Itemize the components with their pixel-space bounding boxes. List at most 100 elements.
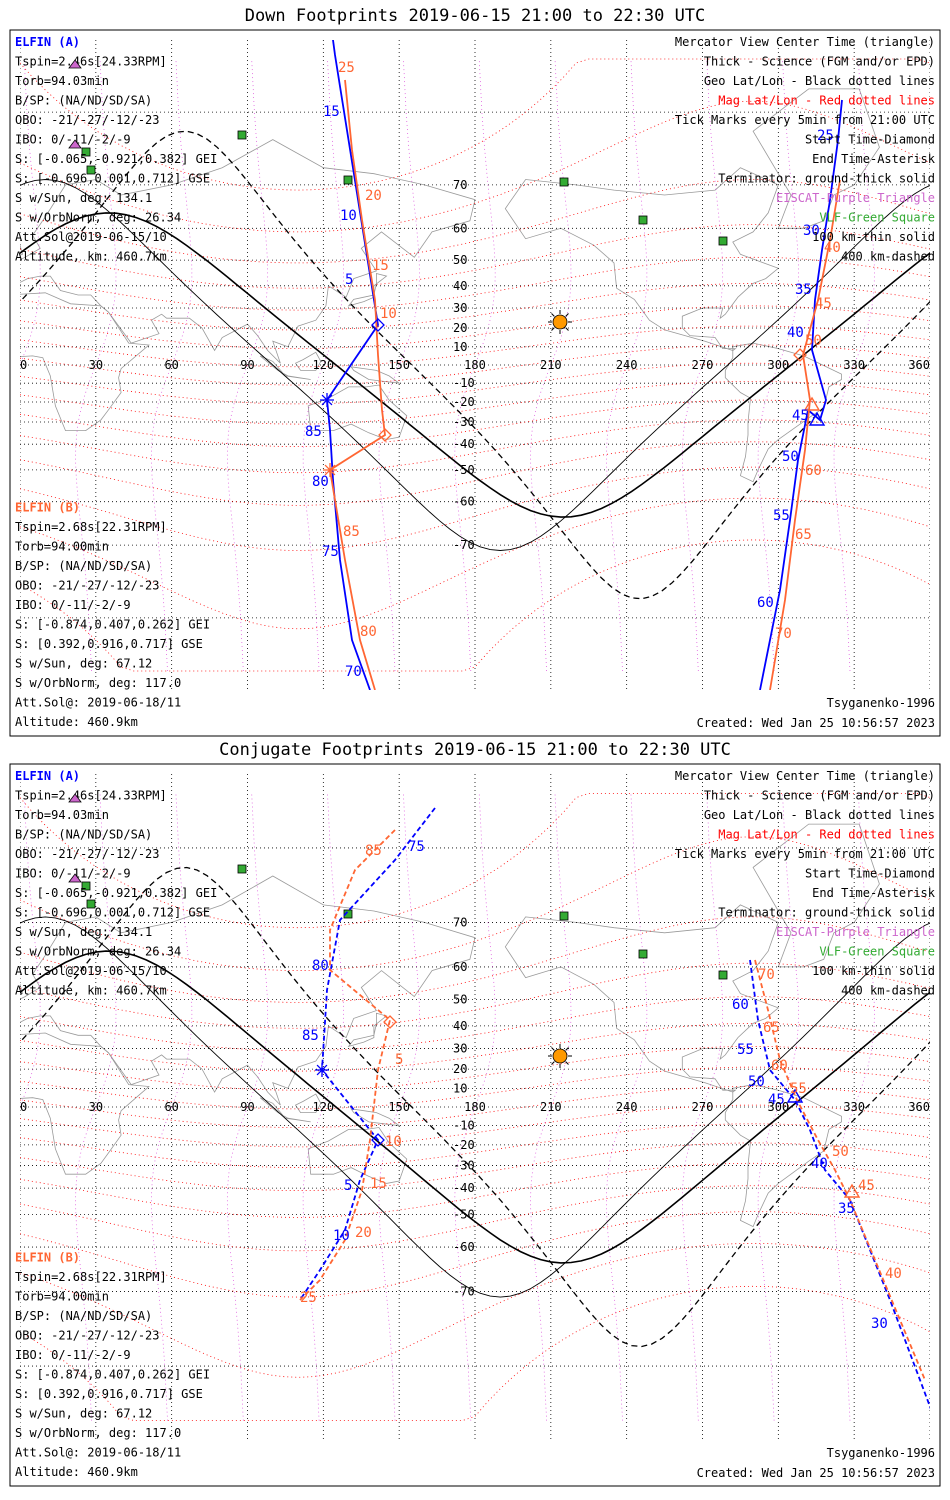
continent-outline [347, 1012, 388, 1048]
legend-line: Terminator: ground-thick solid [718, 906, 935, 920]
longitude-label: 120 [312, 358, 334, 372]
elfin-b-info-line: S w/OrbNorm, deg: 117.0 [15, 676, 181, 690]
tick-mark-label: 10 [380, 306, 397, 322]
mag-meridian [378, 793, 420, 1421]
elfin-a-info-line: S: [-0.065,-0.921,0.382] GEI [15, 886, 217, 900]
tick-mark-label: 80 [360, 624, 377, 640]
tick-mark-label: 15 [323, 104, 340, 120]
elfin-a-info-line: Att.Sol@2019-06-15/10 [15, 230, 167, 244]
tick-mark-label: 40 [885, 1266, 902, 1282]
center-time-triangle [803, 396, 821, 411]
mag-meridian [606, 793, 648, 1421]
elfin-a-info-line: S w/OrbNorm, deg: 26.34 [15, 211, 181, 225]
tick-mark-label: 35 [795, 282, 812, 298]
vlf-station-square [559, 911, 569, 921]
mag-meridian [530, 793, 572, 1421]
elfin-b-info-line: IBO: 0/-11/-2/-9 [15, 598, 131, 612]
down-footprints-title: Down Footprints 2019-06-15 21:00 to 22:3… [244, 6, 706, 26]
continent-outline [724, 1084, 842, 1228]
elfin-b-label: ELFIN (B) [15, 501, 80, 515]
vlf-station-square [718, 970, 728, 980]
latitude-label: -30 [453, 1158, 475, 1172]
legend-line: Geo Lat/Lon - Black dotted lines [704, 808, 935, 822]
latitude-label: 10 [453, 1081, 467, 1095]
latitude-label: -50 [453, 1207, 475, 1221]
mag-parallel [20, 1211, 930, 1298]
legend-line: 400 km-dashed [841, 984, 935, 998]
legend-line: End Time-Asterisk [812, 886, 936, 900]
vlf-station-square [559, 177, 569, 187]
eiscat-triangle [68, 873, 82, 883]
elfin-a-info-line: S w/Sun, deg: 134.1 [15, 191, 152, 205]
terminator-curve [20, 179, 930, 551]
longitude-label: 210 [540, 1100, 562, 1114]
mag-meridian [833, 793, 875, 1421]
tick-mark-label: 45 [792, 408, 809, 424]
continent-outline [350, 366, 401, 384]
continent-outline [20, 292, 150, 431]
longitude-label: 270 [692, 358, 714, 372]
tick-mark-label: 70 [345, 664, 362, 680]
latitude-label: -60 [453, 495, 475, 509]
legend-line: Thick - Science (FGM and/or EPD) [704, 789, 935, 803]
tick-mark-label: 5 [395, 1052, 403, 1068]
vlf-station-square [81, 881, 91, 891]
longitude-label: 360 [908, 1100, 930, 1114]
terminator-curve [20, 130, 930, 600]
longitude-label: 150 [388, 1100, 410, 1114]
mag-parallel [20, 793, 930, 929]
elfin-b-info-line: Tspin=2.68s[22.31RPM] [15, 1270, 167, 1284]
elfin-b-info-line: Tspin=2.68s[22.31RPM] [15, 520, 167, 534]
vlf-station-square [86, 165, 96, 175]
footprint-track-elfin-b [299, 829, 396, 1301]
elfin-a-info-line: Torb=94.03min [15, 74, 109, 88]
legend-line: 100 km-thin solid [812, 964, 935, 978]
elfin-b-info-line: S: [0.392,0.916,0.717] GSE [15, 1387, 203, 1401]
latitude-label: 50 [453, 253, 467, 267]
tick-mark-label: 15 [370, 1176, 387, 1192]
tick-mark-label: 10 [385, 1134, 402, 1150]
latitude-label: -30 [453, 415, 475, 429]
terminator-curve [20, 212, 930, 518]
longitude-label: 240 [616, 358, 638, 372]
longitude-label: 300 [767, 1100, 789, 1114]
legend-line: Start Time-Diamond [805, 867, 935, 881]
elfin-a-info-line: Tspin=2.46s[24.33RPM] [15, 55, 167, 69]
elfin-b-info-line: Torb=94.00min [15, 1290, 109, 1304]
longitude-label: 30 [89, 1100, 103, 1114]
longitude-label: 0 [20, 1100, 27, 1114]
continent-outline [307, 384, 408, 440]
latitude-label: -40 [453, 437, 475, 451]
latitude-label: 60 [453, 221, 467, 235]
longitude-label: 90 [240, 1100, 254, 1114]
elfin-b-info-line: S w/Sun, deg: 67.12 [15, 657, 152, 671]
elfin-b-info-line: B/SP: (NA/ND/SD/SA) [15, 1309, 152, 1323]
longitude-label: 30 [89, 358, 103, 372]
latitude-label: 30 [453, 301, 467, 315]
elfin-a-info-line: B/SP: (NA/ND/SD/SA) [15, 94, 152, 108]
tick-mark-label: 80 [312, 474, 329, 490]
elfin-b-info-line: OBO: -21/-27/-12/-23 [15, 1329, 160, 1343]
latitude-label: 70 [453, 915, 467, 929]
legend-line: End Time-Asterisk [812, 152, 936, 166]
tick-mark-label: 60 [732, 997, 749, 1013]
longitude-label: 60 [164, 1100, 178, 1114]
longitude-label: 240 [616, 1100, 638, 1114]
latitude-label: -50 [453, 463, 475, 477]
elfin-a-info-line: S w/OrbNorm, deg: 26.34 [15, 945, 181, 959]
tick-mark-label: 40 [824, 240, 841, 256]
elfin-a-label: ELFIN (A) [15, 769, 80, 783]
vlf-station-square [638, 215, 648, 225]
footprint-track-elfin-a [299, 807, 436, 1301]
elfin-a-info-line: Tspin=2.46s[24.33RPM] [15, 789, 167, 803]
latitude-label: -70 [453, 538, 475, 552]
tick-mark-label: 30 [803, 223, 820, 239]
mag-parallel [20, 179, 930, 264]
latitude-label: 20 [453, 321, 467, 335]
continent-outline [752, 88, 880, 229]
legend-line: Mercator View Center Time (triangle) [675, 35, 935, 49]
legend-line: Geo Lat/Lon - Black dotted lines [704, 74, 935, 88]
mag-meridian [757, 793, 799, 1421]
tick-mark-label: 40 [787, 325, 804, 341]
